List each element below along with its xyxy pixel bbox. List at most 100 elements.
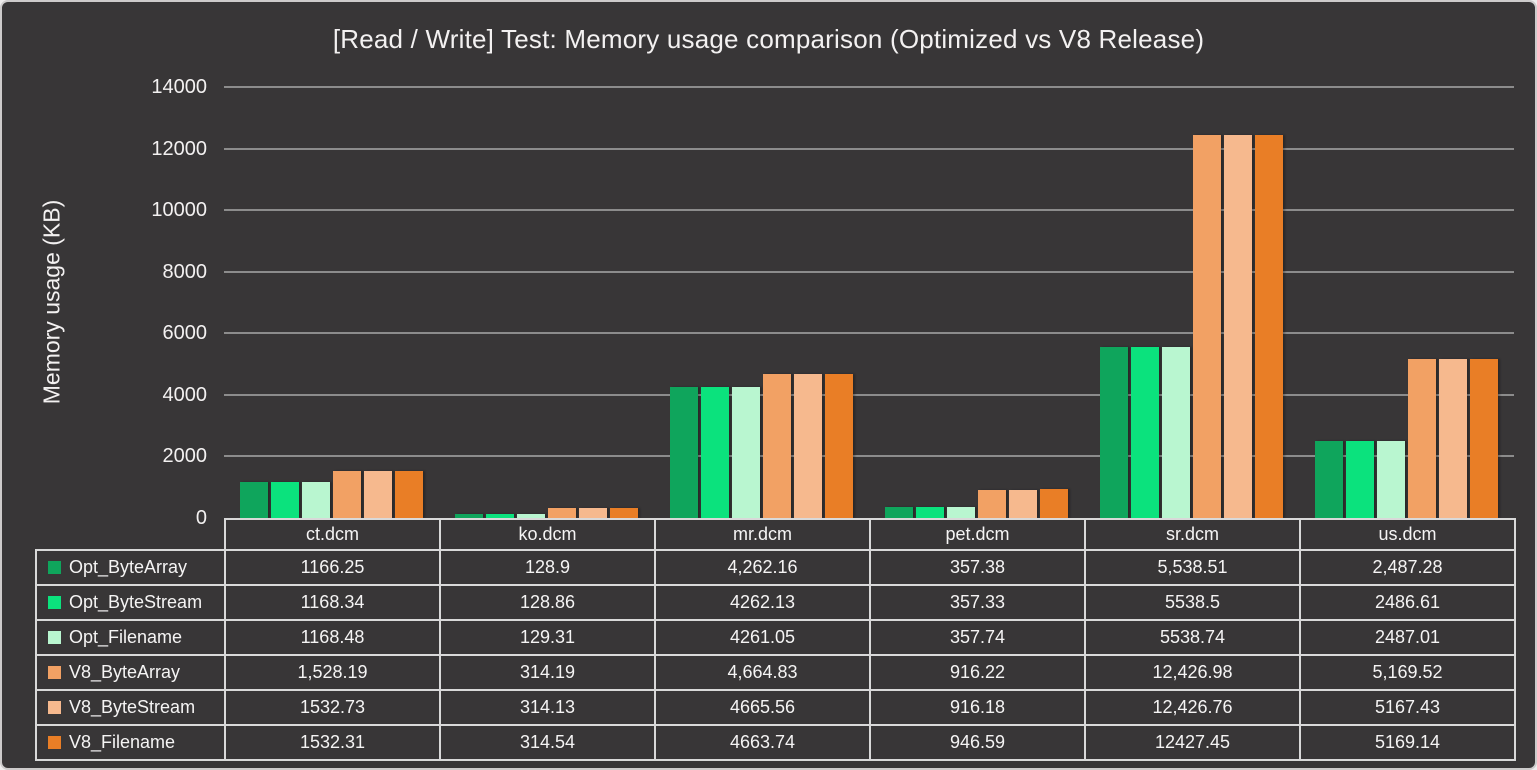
bar-V8_ByteStream-us.dcm <box>1439 358 1467 518</box>
value-cell-Opt_ByteArray-pet.dcm: 357.38 <box>869 549 1086 586</box>
value-cell-V8_ByteArray-pet.dcm: 916.22 <box>869 654 1086 691</box>
row-header-Opt_Filename: Opt_Filename <box>35 619 226 656</box>
value-cell-V8_ByteStream-ko.dcm: 314.13 <box>439 689 656 726</box>
value-cell-Opt_Filename-ct.dcm: 1168.48 <box>224 619 441 656</box>
bar-Opt_ByteArray-us.dcm <box>1315 441 1343 518</box>
value-cell-V8_ByteArray-us.dcm: 5,169.52 <box>1299 654 1516 691</box>
value-cell-V8_ByteArray-sr.dcm: 12,426.98 <box>1084 654 1301 691</box>
value-cell-Opt_ByteStream-ct.dcm: 1168.34 <box>224 584 441 621</box>
value-cell-Opt_Filename-us.dcm: 2487.01 <box>1299 619 1516 656</box>
y-axis-tick-label: 14000 <box>151 76 207 98</box>
value-cell-V8_ByteArray-ct.dcm: 1,528.19 <box>224 654 441 691</box>
gridline <box>224 332 1514 335</box>
y-axis-tick-label: 8000 <box>162 260 208 283</box>
value-cell-V8_Filename-mr.dcm: 4663.74 <box>654 724 871 761</box>
gridline <box>224 209 1514 212</box>
bar-Opt_Filename-mr.dcm <box>732 386 760 518</box>
bar-Opt_ByteArray-ct.dcm <box>240 482 268 518</box>
table-row: V8_Filename 1532.31 314.54 4663.74 946.59 124… <box>35 724 1516 761</box>
row-header-V8_Filename: V8_Filename <box>35 724 226 761</box>
bar-Opt_ByteStream-ko.dcm <box>486 514 514 518</box>
bar-V8_ByteArray-pet.dcm <box>978 489 1006 518</box>
y-axis-tick-label: 0 <box>195 507 207 529</box>
series-name: V8_ByteStream <box>69 697 196 717</box>
chart-title: [Read / Write] Test: Memory usage compar… <box>332 24 1205 54</box>
bar-V8_Filename-ct.dcm <box>395 470 423 518</box>
legend-swatch <box>48 666 61 679</box>
legend-swatch <box>48 631 61 644</box>
bar-V8_ByteStream-mr.dcm <box>794 374 822 518</box>
series-name: Opt_ByteArray <box>69 557 188 577</box>
gridline <box>224 393 1514 396</box>
row-header-V8_ByteArray: V8_ByteArray <box>35 654 226 691</box>
value-cell-V8_ByteArray-ko.dcm: 314.19 <box>439 654 656 691</box>
bar-V8_ByteArray-ko.dcm <box>548 508 576 518</box>
column-header-pet.dcm: pet.dcm <box>869 518 1086 551</box>
table-row: Opt_ByteArray 1166.25 128.9 4,262.16 357.38 5… <box>35 549 1516 586</box>
bar-Opt_Filename-pet.dcm <box>947 506 975 518</box>
table-corner-cell <box>36 519 225 550</box>
value-cell-Opt_Filename-mr.dcm: 4261.05 <box>654 619 871 656</box>
value-cell-Opt_ByteArray-us.dcm: 2,487.28 <box>1299 549 1516 586</box>
value-cell-V8_ByteArray-mr.dcm: 4,664.83 <box>654 654 871 691</box>
bar-Opt_ByteArray-pet.dcm <box>885 506 913 518</box>
bar-V8_ByteArray-sr.dcm <box>1193 135 1221 518</box>
column-header-ko.dcm: ko.dcm <box>439 518 656 551</box>
bar-V8_ByteArray-us.dcm <box>1408 358 1436 518</box>
value-cell-Opt_Filename-ko.dcm: 129.31 <box>439 619 656 656</box>
table-row: Opt_Filename 1168.48 129.31 4261.05 357.74 55… <box>35 619 1516 656</box>
row-header-V8_ByteStream: V8_ByteStream <box>35 689 226 726</box>
value-cell-V8_ByteStream-pet.dcm: 916.18 <box>869 689 1086 726</box>
bar-V8_ByteArray-ct.dcm <box>333 470 361 518</box>
y-axis-tick-label: 10000 <box>151 199 207 222</box>
gridline <box>224 147 1514 150</box>
value-cell-Opt_ByteArray-ct.dcm: 1166.25 <box>224 549 441 586</box>
column-header-ct.dcm: ct.dcm <box>224 518 441 551</box>
bar-Opt_ByteStream-sr.dcm <box>1131 347 1159 518</box>
row-header-Opt_ByteArray: Opt_ByteArray <box>35 549 226 586</box>
bar-Opt_ByteStream-mr.dcm <box>701 386 729 518</box>
row-header-Opt_ByteStream: Opt_ByteStream <box>35 584 226 621</box>
value-cell-V8_Filename-us.dcm: 5169.14 <box>1299 724 1516 761</box>
bar-Opt_ByteStream-us.dcm <box>1346 441 1374 518</box>
series-name: V8_ByteArray <box>69 662 181 682</box>
bar-V8_ByteStream-ct.dcm <box>364 470 392 518</box>
legend-swatch <box>48 701 61 714</box>
value-cell-Opt_ByteStream-mr.dcm: 4262.13 <box>654 584 871 621</box>
y-axis-tick-label: 6000 <box>162 322 208 345</box>
legend-swatch <box>48 596 61 609</box>
gridline <box>224 86 1514 88</box>
gridline <box>224 455 1514 458</box>
value-cell-Opt_ByteArray-sr.dcm: 5,538.51 <box>1084 549 1301 586</box>
bar-V8_Filename-pet.dcm <box>1040 488 1068 518</box>
table-row: Opt_ByteStream 1168.34 128.86 4262.13 357.33… <box>35 584 1516 621</box>
table-row: V8_ByteArray 1,528.19 314.19 4,664.83 916.22… <box>35 654 1516 691</box>
bar-Opt_ByteStream-pet.dcm <box>916 506 944 518</box>
bar-V8_ByteStream-sr.dcm <box>1224 135 1252 518</box>
column-header-us.dcm: us.dcm <box>1299 518 1516 551</box>
series-name: Opt_ByteStream <box>69 592 203 612</box>
bar-V8_Filename-us.dcm <box>1470 358 1498 518</box>
chart-data-table: ct.dcm ko.dcm mr.dcm pet.dcm sr.dcm us.dcm Opt… <box>35 518 1516 761</box>
bar-V8_Filename-sr.dcm <box>1255 135 1283 518</box>
value-cell-V8_ByteStream-ct.dcm: 1532.73 <box>224 689 441 726</box>
bar-Opt_ByteArray-ko.dcm <box>455 514 483 518</box>
bar-Opt_ByteStream-ct.dcm <box>271 482 299 518</box>
table-row: V8_ByteStream 1532.73 314.13 4665.56 916.18 1… <box>35 689 1516 726</box>
value-cell-Opt_ByteArray-ko.dcm: 128.9 <box>439 549 656 586</box>
bar-Opt_Filename-sr.dcm <box>1162 347 1190 518</box>
y-axis-tick-label: 12000 <box>151 137 207 160</box>
value-cell-Opt_ByteStream-sr.dcm: 5538.5 <box>1084 584 1301 621</box>
bar-Opt_ByteArray-sr.dcm <box>1100 347 1128 518</box>
bar-V8_ByteStream-pet.dcm <box>1009 489 1037 518</box>
y-axis-tick-label: 4000 <box>162 383 208 406</box>
value-cell-Opt_Filename-sr.dcm: 5538.74 <box>1084 619 1301 656</box>
bar-V8_Filename-mr.dcm <box>825 374 853 518</box>
series-name: Opt_Filename <box>69 627 183 647</box>
gridline <box>224 270 1514 273</box>
value-cell-V8_Filename-ko.dcm: 314.54 <box>439 724 656 761</box>
value-cell-V8_Filename-pet.dcm: 946.59 <box>869 724 1086 761</box>
column-header-sr.dcm: sr.dcm <box>1084 518 1301 551</box>
column-header-mr.dcm: mr.dcm <box>654 518 871 551</box>
